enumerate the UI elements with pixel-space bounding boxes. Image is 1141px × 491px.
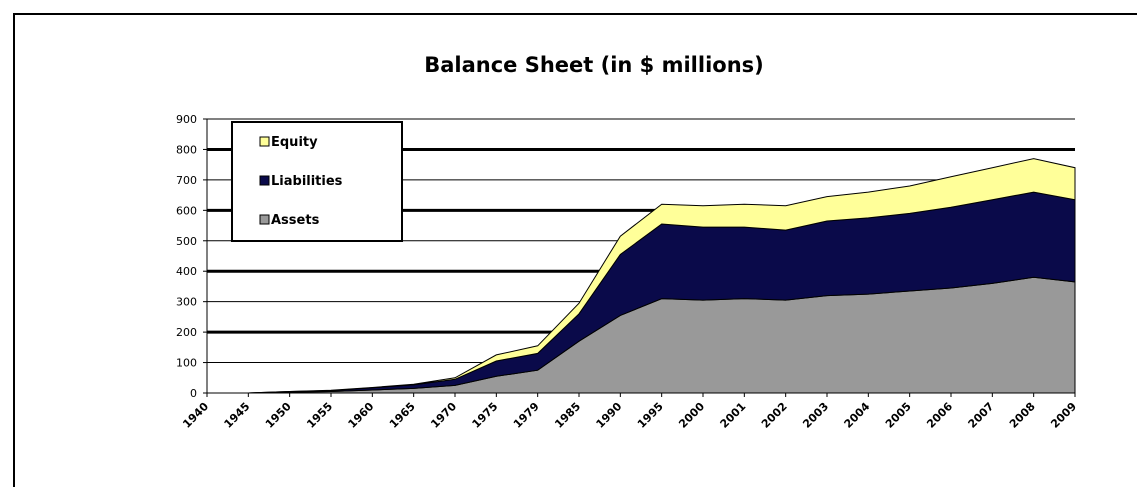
x-tick-label: 1979 <box>511 400 542 431</box>
x-tick-label: 2008 <box>1007 400 1038 431</box>
y-axis-ticks: 0 100 200 300 400 500 600 700 800 900 <box>176 113 207 400</box>
y-tick-label: 500 <box>176 235 197 248</box>
x-tick-label: 2009 <box>1048 400 1079 431</box>
x-tick-label: 1965 <box>387 400 418 431</box>
legend-label-assets: Assets <box>271 213 320 228</box>
chart-frame <box>13 13 1137 487</box>
x-axis-ticks: 1940 1945 1950 1955 1960 1965 1970 1975 1979 1985… <box>180 393 1079 431</box>
y-tick-label: 800 <box>176 143 197 156</box>
x-tick-label: 2004 <box>842 400 873 431</box>
x-tick-label: 1975 <box>470 400 501 431</box>
x-tick-label: 2003 <box>800 400 831 431</box>
y-tick-label: 300 <box>176 296 197 309</box>
y-tick-label: 700 <box>176 174 197 187</box>
x-tick-label: 1995 <box>635 400 666 431</box>
series-equity <box>207 158 1076 394</box>
legend-swatch-liabilities <box>259 175 270 186</box>
x-tick-label: 1960 <box>346 400 377 431</box>
x-tick-label: 1990 <box>594 400 625 431</box>
area-series <box>207 158 1076 394</box>
legend-label-equity: Equity <box>271 135 318 150</box>
x-tick-label: 2006 <box>924 400 955 431</box>
x-tick-label: 2002 <box>759 400 790 431</box>
x-tick-label: 1955 <box>304 400 335 431</box>
x-tick-label: 1945 <box>222 400 253 431</box>
x-tick-label: 2000 <box>676 400 707 431</box>
y-tick-label: 0 <box>190 387 197 400</box>
x-tick-label: 1950 <box>263 400 294 431</box>
x-tick-label: 1940 <box>180 400 211 431</box>
x-tick-label: 1970 <box>428 400 459 431</box>
legend-swatch-assets <box>259 214 270 225</box>
x-tick-label: 2005 <box>883 400 914 431</box>
y-tick-label: 200 <box>176 326 197 339</box>
x-tick-label: 1985 <box>552 400 583 431</box>
x-tick-label: 2007 <box>966 400 997 431</box>
y-tick-label: 900 <box>176 113 197 126</box>
chart-title: Balance Sheet (in $ millions) <box>424 53 764 77</box>
legend-label-liabilities: Liabilities <box>271 174 343 189</box>
y-tick-label: 100 <box>176 357 197 370</box>
x-tick-label: 2001 <box>718 400 749 431</box>
y-tick-label: 600 <box>176 204 197 217</box>
legend: Equity Liabilities Assets <box>231 121 403 242</box>
y-tick-label: 400 <box>176 265 197 278</box>
axes <box>206 119 1075 394</box>
legend-swatch-equity <box>259 136 270 147</box>
